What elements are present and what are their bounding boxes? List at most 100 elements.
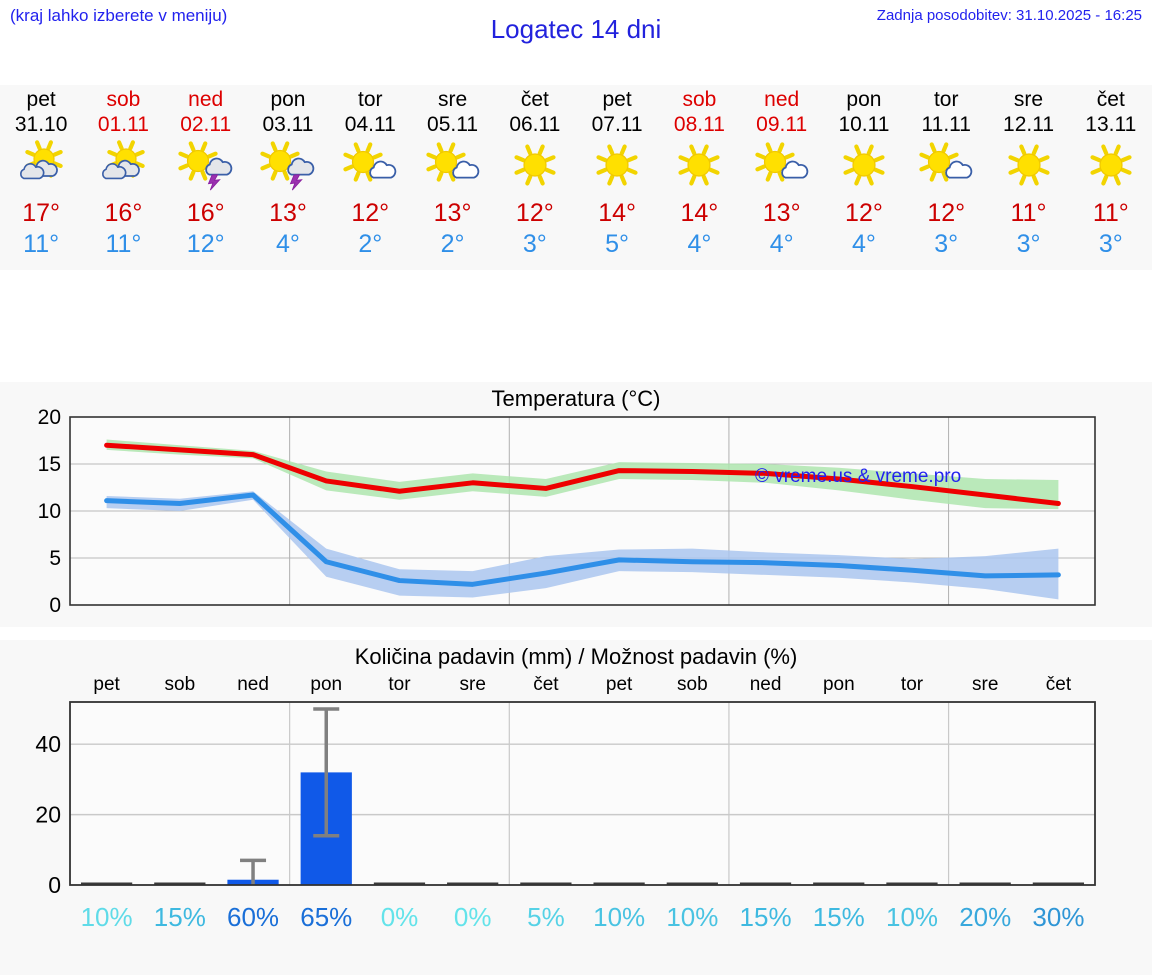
- forecast-day-date: 07.11: [591, 113, 643, 136]
- sun-icon: [1076, 140, 1146, 192]
- precipitation-probability-value: 20%: [959, 902, 1012, 932]
- forecast-day-date: 03.11: [262, 113, 314, 136]
- forecast-min-temp: 3°: [522, 230, 547, 258]
- forecast-day-column[interactable]: sre 05.11 13° 2°: [411, 85, 493, 270]
- sun-icon: [829, 140, 899, 192]
- sun-small-cloud-icon: [911, 140, 981, 192]
- forecast-max-temp: 11°: [1010, 199, 1047, 227]
- forecast-day-name: sre: [1013, 88, 1044, 111]
- svg-text:40: 40: [35, 731, 61, 757]
- forecast-day-column[interactable]: sob 08.11 14° 4°: [658, 85, 740, 270]
- precipitation-chart-block: Količina padavin (mm) / Možnost padavin …: [0, 640, 1152, 975]
- precipitation-day-label: ned: [237, 674, 269, 695]
- menu-hint-text: (kraj lahko izberete v meniju): [10, 6, 228, 25]
- forecast-day-column[interactable]: sre 12.11 11° 3°: [987, 85, 1069, 270]
- sun-icon: [994, 140, 1064, 192]
- precipitation-probability-value: 10%: [885, 902, 939, 932]
- forecast-max-temp: 14°: [680, 199, 719, 227]
- forecast-min-temp: 3°: [1016, 230, 1041, 258]
- forecast-max-temp: 13°: [269, 199, 307, 227]
- forecast-min-temp: 4°: [852, 230, 876, 258]
- precipitation-probability-value: 60%: [227, 902, 280, 932]
- precipitation-day-label: pon: [822, 674, 855, 695]
- precipitation-probability-value: 0%: [380, 902, 419, 932]
- forecast-day-date: 11.11: [921, 113, 971, 136]
- forecast-day-name: ned: [764, 88, 800, 111]
- forecast-day-column[interactable]: tor 11.11 12° 3°: [905, 85, 987, 270]
- forecast-day-column[interactable]: ned 02.11 16° 12°: [165, 85, 247, 270]
- precipitation-day-label: pet: [93, 674, 120, 695]
- forecast-min-temp: 12°: [186, 230, 225, 258]
- forecast-day-column[interactable]: čet 06.11 12° 3°: [494, 85, 576, 270]
- forecast-min-temp: 11°: [23, 230, 60, 258]
- forecast-max-temp: 12°: [927, 199, 966, 227]
- sun-behind-cloud-icon: [88, 140, 158, 192]
- precipitation-probability-value: 0%: [453, 902, 492, 932]
- sun-cloud-thunder-icon: [253, 140, 323, 192]
- forecast-day-name: čet: [520, 88, 549, 111]
- precipitation-bar: [154, 882, 206, 885]
- temperature-chart-title: Temperatura (°C): [491, 386, 661, 411]
- forecast-day-column[interactable]: pon 10.11 12° 4°: [823, 85, 905, 270]
- forecast-min-temp: 4°: [687, 230, 712, 258]
- precipitation-probability-value: 10%: [666, 902, 719, 932]
- forecast-day-column[interactable]: pet 31.10 17° 11°: [0, 85, 82, 270]
- forecast-min-temp: 4°: [769, 230, 794, 258]
- forecast-day-name: ned: [188, 88, 224, 111]
- precipitation-probability-value: 15%: [739, 902, 792, 932]
- forecast-max-temp: 13°: [433, 199, 472, 227]
- precipitation-day-labels: pet sob ned pon tor sre čet pet sob ned pon tor sre č…: [70, 673, 1095, 697]
- forecast-day-name: čet: [1096, 88, 1125, 111]
- forecast-day-date: 01.11: [97, 113, 149, 136]
- forecast-day-name: sob: [106, 88, 141, 111]
- forecast-min-temp: 5°: [605, 230, 630, 258]
- svg-text:10: 10: [38, 500, 61, 523]
- forecast-day-date: 06.11: [509, 113, 561, 136]
- temperature-chart-svg: 0 5 10 15 20 © vreme.us & vreme.pro: [38, 406, 1096, 617]
- forecast-max-temp: 16°: [104, 199, 143, 227]
- forecast-min-temp: 3°: [934, 230, 959, 258]
- svg-text:20: 20: [35, 802, 61, 828]
- forecast-day-column[interactable]: pon 03.11 13° 4°: [247, 85, 329, 270]
- precipitation-bar: [813, 882, 865, 885]
- sun-behind-cloud-icon: [6, 140, 76, 192]
- svg-text:0: 0: [49, 594, 61, 617]
- sun-icon: [500, 140, 570, 192]
- page-title: Logatec 14 dni: [490, 14, 662, 44]
- precipitation-bar: [593, 882, 645, 885]
- precipitation-probability-value: 65%: [300, 902, 353, 932]
- forecast-day-column[interactable]: ned 09.11 13° 4°: [741, 85, 823, 270]
- forecast-min-temp: 11°: [105, 230, 142, 258]
- forecast-max-temp: 16°: [186, 199, 225, 227]
- forecast-max-temp: 12°: [515, 199, 554, 227]
- forecast-day-date: 13.11: [1085, 113, 1137, 136]
- precipitation-day-label: tor: [388, 674, 411, 695]
- svg-text:0: 0: [48, 872, 61, 898]
- page-header: (kraj lahko izberete v meniju) Logatec 1…: [0, 0, 1152, 62]
- forecast-max-temp: 12°: [845, 199, 883, 227]
- sun-small-cloud-icon: [335, 140, 405, 192]
- precipitation-day-label: čet: [533, 674, 559, 695]
- temperature-chart-block: Temperatura (°C) 0 5 10 15 20 © vreme.us & vr…: [0, 382, 1152, 627]
- precipitation-probability-value: 30%: [1032, 902, 1085, 932]
- forecast-day-name: pon: [846, 88, 882, 111]
- precipitation-probability-value: 10%: [593, 902, 646, 932]
- forecast-max-temp: 12°: [351, 199, 390, 227]
- forecast-min-temp: 2°: [358, 230, 383, 258]
- forecast-day-column[interactable]: sob 01.11 16° 11°: [82, 85, 164, 270]
- precipitation-day-label: čet: [1045, 674, 1072, 695]
- forecast-day-date: 08.11: [673, 113, 725, 136]
- precipitation-bar: [520, 882, 572, 885]
- forecast-day-name: sob: [682, 88, 717, 111]
- forecast-day-column[interactable]: pet 07.11 14° 5°: [576, 85, 658, 270]
- precipitation-day-label: sre: [972, 674, 999, 695]
- forecast-day-name: pet: [26, 88, 56, 111]
- svg-text:15: 15: [38, 453, 61, 476]
- precipitation-probability-value: 15%: [153, 902, 206, 932]
- precipitation-day-label: sob: [677, 674, 708, 695]
- forecast-day-column[interactable]: čet 13.11 11° 3°: [1070, 85, 1152, 270]
- forecast-day-column[interactable]: tor 04.11 12° 2°: [329, 85, 411, 270]
- precipitation-bar: [1032, 882, 1085, 885]
- forecast-max-temp: 14°: [598, 199, 637, 227]
